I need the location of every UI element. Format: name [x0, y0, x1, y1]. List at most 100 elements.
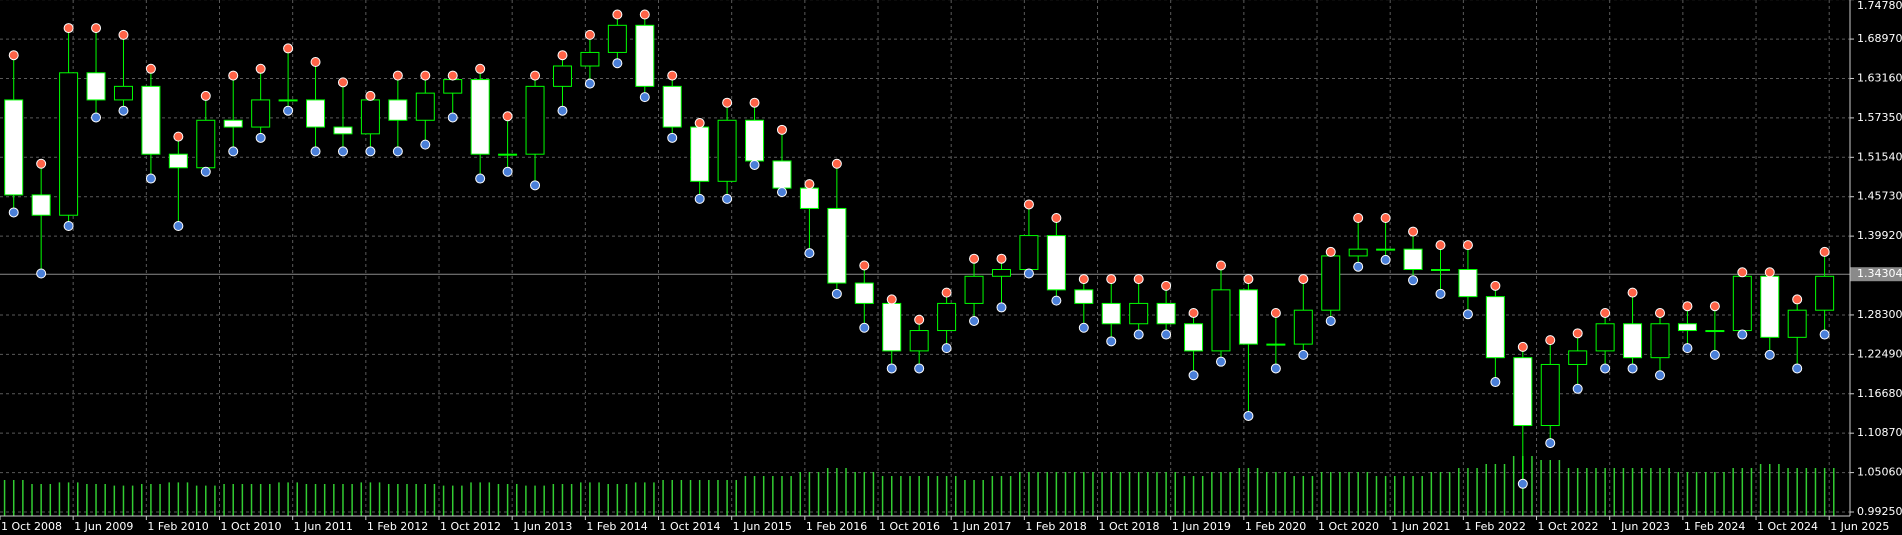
- low-marker: [1462, 309, 1473, 320]
- low-marker: [996, 302, 1007, 313]
- high-marker: [914, 314, 925, 325]
- low-marker: [475, 173, 486, 184]
- high-marker: [722, 97, 733, 108]
- high-marker: [1188, 307, 1199, 318]
- high-marker: [1270, 307, 1281, 318]
- candle-body: [360, 99, 380, 135]
- candle-body: [1650, 323, 1670, 359]
- candle-body: [1074, 289, 1094, 304]
- x-tick-label: 1 Feb 2020: [1245, 520, 1306, 533]
- high-marker: [200, 90, 211, 101]
- y-tick-label: 1.63160: [1857, 71, 1902, 84]
- low-marker: [1435, 288, 1446, 299]
- low-marker: [1161, 329, 1172, 340]
- high-marker: [310, 57, 321, 68]
- y-tick-label: 1.16680: [1857, 387, 1902, 400]
- candle-body: [662, 85, 682, 128]
- y-tick-label: 1.22490: [1857, 347, 1902, 360]
- candle-body: [1348, 248, 1368, 257]
- low-marker: [392, 146, 403, 157]
- x-tick-label: 1 Jun 2025: [1830, 520, 1889, 533]
- candle-body: [772, 160, 792, 189]
- low-marker: [1380, 254, 1391, 265]
- candle-body: [882, 302, 902, 352]
- candle-body: [306, 99, 326, 128]
- low-marker: [639, 92, 650, 103]
- high-marker: [118, 29, 129, 40]
- high-marker: [283, 43, 294, 54]
- high-marker: [36, 158, 47, 169]
- low-marker: [36, 268, 47, 279]
- x-tick-label: 1 Oct 2020: [1318, 520, 1379, 533]
- candle-body: [443, 79, 463, 94]
- candle-body: [415, 92, 435, 121]
- low-marker: [365, 146, 376, 157]
- high-marker: [639, 9, 650, 20]
- low-marker: [1408, 275, 1419, 286]
- candle-body: [1266, 343, 1286, 346]
- low-marker: [1188, 370, 1199, 381]
- candle-body: [1238, 289, 1258, 345]
- high-marker: [1654, 307, 1665, 318]
- high-marker: [1106, 274, 1117, 285]
- low-marker: [145, 173, 156, 184]
- high-marker: [1792, 294, 1803, 305]
- y-tick-label: 0.99250: [1857, 505, 1902, 518]
- low-marker: [502, 166, 513, 177]
- candle-body: [690, 126, 710, 182]
- candle-body: [1485, 296, 1505, 359]
- candle-body: [168, 153, 188, 169]
- low-marker: [118, 105, 129, 116]
- candle-body: [1705, 330, 1725, 333]
- low-marker: [1133, 329, 1144, 340]
- x-tick-label: 1 Oct 2024: [1757, 520, 1818, 533]
- low-marker: [1490, 377, 1501, 388]
- candle-body: [278, 99, 298, 102]
- x-tick-label: 1 Oct 2016: [879, 520, 940, 533]
- y-tick-label: 1.39920: [1857, 229, 1902, 242]
- high-marker: [475, 63, 486, 74]
- low-marker: [255, 132, 266, 143]
- x-tick-label: 1 Oct 2010: [221, 520, 282, 533]
- candle-body: [1595, 323, 1615, 352]
- high-marker: [91, 23, 102, 34]
- high-marker: [612, 9, 623, 20]
- low-marker: [337, 146, 348, 157]
- low-marker: [557, 105, 568, 116]
- low-marker: [1270, 363, 1281, 374]
- x-tick-label: 1 Jun 2017: [952, 520, 1011, 533]
- high-marker: [1545, 335, 1556, 346]
- candle-body: [1321, 255, 1341, 311]
- candle-body: [1184, 323, 1204, 352]
- candle-body: [717, 119, 737, 182]
- candle-body: [333, 126, 353, 135]
- high-marker: [859, 260, 870, 271]
- high-marker: [1682, 301, 1693, 312]
- high-marker: [1133, 274, 1144, 285]
- low-marker: [1737, 329, 1748, 340]
- high-marker: [1215, 260, 1226, 271]
- low-marker: [584, 78, 595, 89]
- low-marker: [1627, 363, 1638, 374]
- candle-body: [1430, 268, 1450, 271]
- high-marker: [1572, 328, 1583, 339]
- low-marker: [420, 139, 431, 150]
- candle-body: [1760, 275, 1780, 338]
- candle-body: [113, 85, 133, 101]
- x-tick-label: 1 Oct 2014: [660, 520, 721, 533]
- candle-body: [223, 119, 243, 128]
- candle-body: [1156, 302, 1176, 325]
- low-marker: [310, 146, 321, 157]
- y-tick-label: 1.74780: [1857, 0, 1902, 12]
- high-marker: [1600, 307, 1611, 318]
- high-marker: [969, 253, 980, 264]
- high-marker: [1408, 226, 1419, 237]
- candle-body: [1815, 275, 1835, 311]
- low-marker: [283, 105, 294, 116]
- high-marker: [145, 63, 156, 74]
- high-marker: [392, 70, 403, 81]
- low-marker: [1243, 410, 1254, 421]
- candle-body: [552, 65, 572, 87]
- high-marker: [749, 97, 760, 108]
- high-marker: [228, 70, 239, 81]
